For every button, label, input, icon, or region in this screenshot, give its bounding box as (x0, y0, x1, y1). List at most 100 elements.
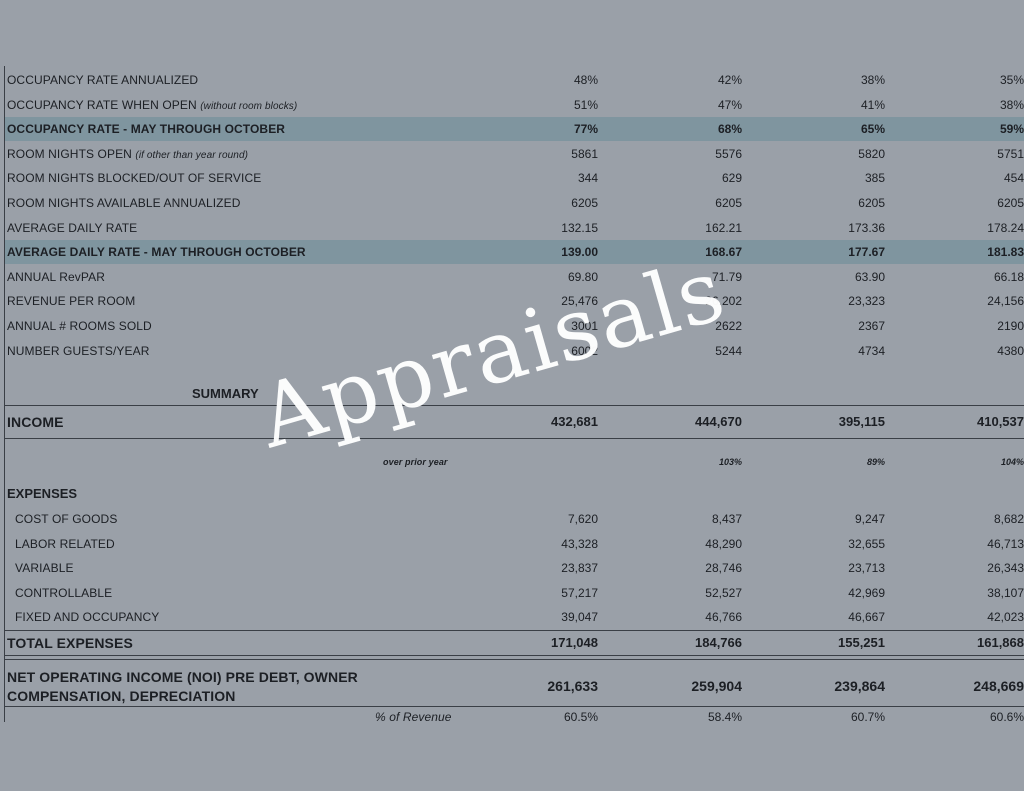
metric-value: 178.24 (987, 220, 1024, 235)
metric-value: 77% (573, 122, 598, 137)
metric-value: 5861 (571, 146, 598, 161)
metric-label-text: OCCUPANCY RATE - MAY THROUGH OCTOBER (7, 122, 286, 137)
metric-row: OCCUPANCY RATE - MAY THROUGH OCTOBER 77% 6… (5, 117, 1024, 142)
expense-value: 8,682 (993, 512, 1024, 526)
expense-value: 38,107 (987, 585, 1024, 600)
metric-row: ANNUAL RevPAR 69.80 71.79 63.90 66.18 (5, 265, 1024, 289)
pct-of-revenue-value: 58.4% (707, 710, 742, 724)
expense-value: 39,047 (561, 610, 598, 624)
metric-value: 4380 (997, 343, 1024, 358)
metric-value: 173.36 (848, 220, 885, 235)
expenses-heading: EXPENSES (7, 486, 78, 501)
expense-value: 28,746 (705, 561, 742, 575)
metric-value: 68% (717, 122, 742, 137)
metric-value: 629 (721, 171, 742, 186)
total-expenses-value: 155,251 (838, 635, 885, 650)
metric-value: 6205 (858, 196, 885, 210)
metric-label: REVENUE PER ROOM (7, 294, 135, 308)
expense-value: 42,023 (987, 610, 1024, 624)
expense-value: 52,527 (705, 585, 742, 600)
metric-label: ROOM NIGHTS AVAILABLE ANNUALIZED (7, 196, 240, 210)
metric-label-text: OCCUPANCY RATE WHEN OPEN (7, 97, 197, 112)
metric-value: 63.90 (854, 269, 885, 284)
metric-label-text: ROOM NIGHTS BLOCKED/OUT OF SERVICE (7, 171, 262, 186)
expense-value: 32,655 (848, 536, 885, 551)
metric-value: 38% (999, 97, 1024, 112)
metric-label-text: ANNUAL # ROOMS SOLD (7, 319, 152, 333)
expense-value: 46,766 (705, 610, 742, 624)
metric-value: 6205 (997, 196, 1024, 210)
summary-heading: SUMMARY (192, 386, 259, 401)
expense-row: CONTROLLABLE 57,217 52,527 42,969 38,107 (5, 581, 1024, 605)
metric-value: 454 (1003, 171, 1024, 186)
metric-value: 25,476 (561, 294, 598, 309)
expense-row: COST OF GOODS 7,620 8,437 9,247 8,682 (5, 507, 1024, 531)
total-expenses-value: 171,048 (551, 635, 598, 650)
metric-value: 5820 (858, 146, 885, 161)
metric-value: 51% (573, 97, 598, 112)
metric-value: 2367 (858, 319, 885, 333)
expense-value: 46,667 (848, 610, 885, 624)
metric-value: 181.83 (987, 245, 1024, 260)
pct-of-revenue-value: 60.7% (850, 710, 885, 724)
metric-row: AVERAGE DAILY RATE - MAY THROUGH OCTOBER… (5, 240, 1024, 265)
metric-value: 139.00 (561, 245, 598, 260)
over-prior-year-value: 89% (866, 457, 885, 467)
pct-of-revenue-value: 60.6% (989, 710, 1024, 724)
metric-label-text: ANNUAL RevPAR (7, 269, 105, 284)
metric-value: 66.18 (993, 269, 1024, 284)
expense-row: FIXED AND OCCUPANCY 39,047 46,766 46,667 42,… (5, 605, 1024, 629)
pct-of-revenue-label: % of Revenue (375, 710, 452, 724)
expense-label: CONTROLLABLE (15, 585, 113, 600)
metric-row: ANNUAL # ROOMS SOLD 3001 2622 2367 2190 (5, 314, 1024, 338)
metric-value: 38% (860, 73, 885, 87)
income-value: 395,115 (838, 414, 885, 429)
metric-row: AVERAGE DAILY RATE 132.15 162.21 173.36 178.… (5, 216, 1024, 240)
expense-value: 46,713 (987, 536, 1024, 551)
metric-label: OCCUPANCY RATE WHEN OPEN (without room b… (7, 98, 297, 112)
metric-row: OCCUPANCY RATE WHEN OPEN (without room b… (5, 93, 1024, 117)
income-label: INCOME (7, 414, 64, 430)
total-expenses-value: 184,766 (695, 635, 742, 650)
noi-value: 239,864 (834, 678, 885, 694)
metric-label: AVERAGE DAILY RATE (7, 221, 137, 235)
metric-label: ROOM NIGHTS OPEN (if other than year rou… (7, 147, 248, 161)
metric-row: OCCUPANCY RATE ANNUALIZED 48% 42% 38% 35% (5, 68, 1024, 92)
metric-value: 42% (717, 73, 742, 87)
metric-value: 47% (717, 97, 742, 112)
metric-value: 344 (577, 171, 598, 186)
expense-value: 26,343 (987, 561, 1024, 575)
noi-row: NET OPERATING INCOME (NOI) PRE DEBT, OWN… (5, 659, 1024, 707)
metric-value: 48% (573, 73, 598, 87)
metric-label-text: ROOM NIGHTS AVAILABLE ANNUALIZED (7, 196, 241, 210)
over-prior-year-row: over prior year 103% 89% 104% (5, 454, 1024, 472)
expense-value: 8,437 (711, 512, 742, 526)
total-expenses-value: 161,868 (977, 635, 1024, 650)
income-value: 410,537 (977, 414, 1024, 429)
expense-value: 9,247 (854, 512, 885, 526)
expense-value: 48,290 (705, 536, 742, 551)
pct-of-revenue-row: % of Revenue 60.5% 58.4% 60.7% 60.6% (5, 709, 1024, 727)
expense-label: LABOR RELATED (15, 536, 115, 551)
metric-note: (without room blocks) (200, 100, 298, 112)
metric-label: AVERAGE DAILY RATE - MAY THROUGH OCTOBER (7, 245, 306, 259)
metric-value: 59% (999, 122, 1024, 137)
expense-value: 7,620 (567, 512, 598, 526)
over-prior-year-value: 104% (1000, 457, 1024, 467)
metric-label-text: ROOM NIGHTS OPEN (7, 146, 132, 161)
noi-value: 259,904 (691, 678, 742, 694)
income-value: 444,670 (695, 414, 742, 429)
noi-label: NET OPERATING INCOME (NOI) PRE DEBT, OWN… (7, 669, 358, 704)
metric-value: 162.21 (705, 220, 742, 235)
noi-value: 261,633 (547, 678, 598, 694)
metric-value: 2190 (997, 319, 1024, 333)
metric-value: 65% (860, 122, 885, 137)
expense-row: LABOR RELATED 43,328 48,290 32,655 46,713 (5, 532, 1024, 556)
metric-note: (if other than year round) (135, 149, 249, 161)
metric-label: OCCUPANCY RATE ANNUALIZED (7, 73, 198, 87)
income-value: 432,681 (551, 414, 598, 429)
expense-value: 42,969 (848, 585, 885, 600)
total-expenses-row: TOTAL EXPENSES 171,048 184,766 155,251 1… (5, 630, 1024, 656)
metric-value: 35% (999, 73, 1024, 87)
metric-value: 2622 (715, 319, 742, 333)
